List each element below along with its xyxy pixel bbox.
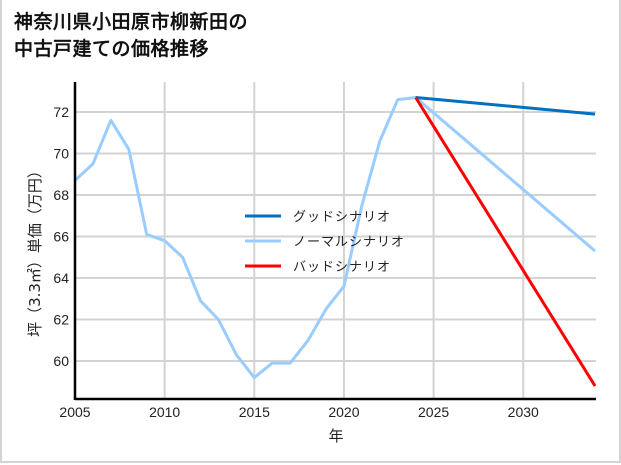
y-axis-label: 坪（3.3㎡）単価（万円） xyxy=(26,163,44,337)
tick-labels: 60 62 64 66 68 70 72 2005 2010 2015 2020 2025 2030 xyxy=(53,104,539,420)
x-tick-label: 2005 xyxy=(59,404,90,420)
x-tick-label: 2020 xyxy=(328,404,359,420)
data-series xyxy=(73,96,597,387)
y-tick-label: 60 xyxy=(53,353,69,369)
axes xyxy=(73,82,596,401)
y-tick-label: 66 xyxy=(53,229,69,245)
series-line xyxy=(73,96,596,380)
x-tick-label: 2010 xyxy=(149,404,180,420)
series-line xyxy=(414,96,597,387)
chart-title-line2: 中古戸建ての価格推移 xyxy=(14,38,210,60)
legend-label: バッドシナリオ xyxy=(293,260,391,275)
x-tick-label: 2030 xyxy=(508,404,539,420)
chart-title: 神奈川県小田原市柳新田の 中古戸建ての価格推移 xyxy=(14,9,248,63)
legend-label: ノーマルシナリオ xyxy=(293,235,405,250)
chart-title-line1: 神奈川県小田原市柳新田の xyxy=(14,11,249,33)
y-tick-label: 62 xyxy=(53,312,69,328)
series-line xyxy=(415,96,596,116)
y-tick-label: 70 xyxy=(53,146,69,162)
x-axis-label: 年 xyxy=(328,427,343,445)
y-tick-label: 68 xyxy=(53,187,69,203)
y-tick-label: 64 xyxy=(53,270,69,286)
y-tick-label: 72 xyxy=(53,104,69,120)
x-tick-label: 2025 xyxy=(418,404,449,420)
legend-label: グッドシナリオ xyxy=(293,210,391,225)
x-tick-label: 2015 xyxy=(239,404,270,420)
grid-lines xyxy=(75,82,596,399)
